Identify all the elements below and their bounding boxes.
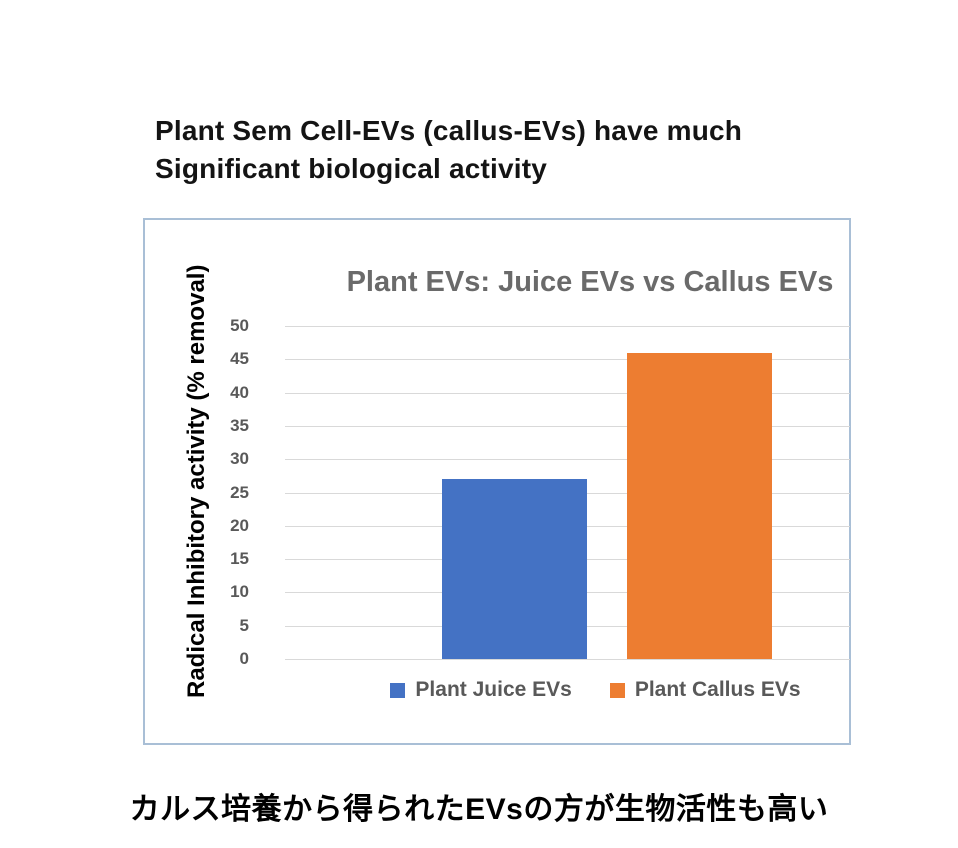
gridline-40 xyxy=(285,392,850,394)
chart-panel: Radical Inhibitory activity (% removal) … xyxy=(143,218,851,745)
gridline-0 xyxy=(285,659,850,660)
y-tick-label-30: 30 xyxy=(230,449,249,469)
legend-swatch-icon xyxy=(609,682,625,698)
plot-area xyxy=(285,326,850,660)
y-tick-label-0: 0 xyxy=(239,649,249,668)
gridline-30 xyxy=(285,459,850,461)
bar-plant-callus-evs xyxy=(627,352,772,659)
y-tick-label-25: 25 xyxy=(230,482,249,502)
bar-plant-juice-evs xyxy=(442,479,587,659)
legend-label: Plant Juice EVs xyxy=(415,678,572,701)
y-tick-label-5: 5 xyxy=(239,615,249,635)
y-tick-label-35: 35 xyxy=(230,415,249,435)
legend-item-plant-juice-evs: Plant Juice EVs xyxy=(390,678,572,702)
page-title-line1: Plant Sem Cell-EVs (callus-EVs) have muc… xyxy=(155,115,743,146)
page-title: Plant Sem Cell-EVs (callus-EVs) have muc… xyxy=(155,112,742,188)
y-tick-label-15: 15 xyxy=(230,549,249,569)
gridline-35 xyxy=(285,425,850,427)
chart-legend: Plant Juice EVs Plant Callus EVs xyxy=(313,678,878,702)
y-tick-label-40: 40 xyxy=(230,382,249,402)
legend-item-plant-callus-evs: Plant Callus EVs xyxy=(609,678,801,702)
chart-title: Plant EVs: Juice EVs vs Callus EVs xyxy=(346,266,834,298)
page-title-line2: Significant biological activity xyxy=(155,153,548,184)
gridline-50 xyxy=(285,326,850,327)
y-tick-label-20: 20 xyxy=(230,515,249,535)
legend-swatch-icon xyxy=(390,682,406,698)
legend-label: Plant Callus EVs xyxy=(634,678,801,701)
y-axis-ticks: 0 5 10 15 20 25 30 35 40 45 50 xyxy=(145,316,267,668)
y-tick-label-45: 45 xyxy=(230,349,249,369)
gridline-45 xyxy=(285,359,850,361)
footer-caption: カルス培養から得られたEVsの方が生物活性も高い xyxy=(129,793,829,826)
y-tick-label-10: 10 xyxy=(230,582,249,602)
y-tick-label-50: 50 xyxy=(230,316,249,335)
